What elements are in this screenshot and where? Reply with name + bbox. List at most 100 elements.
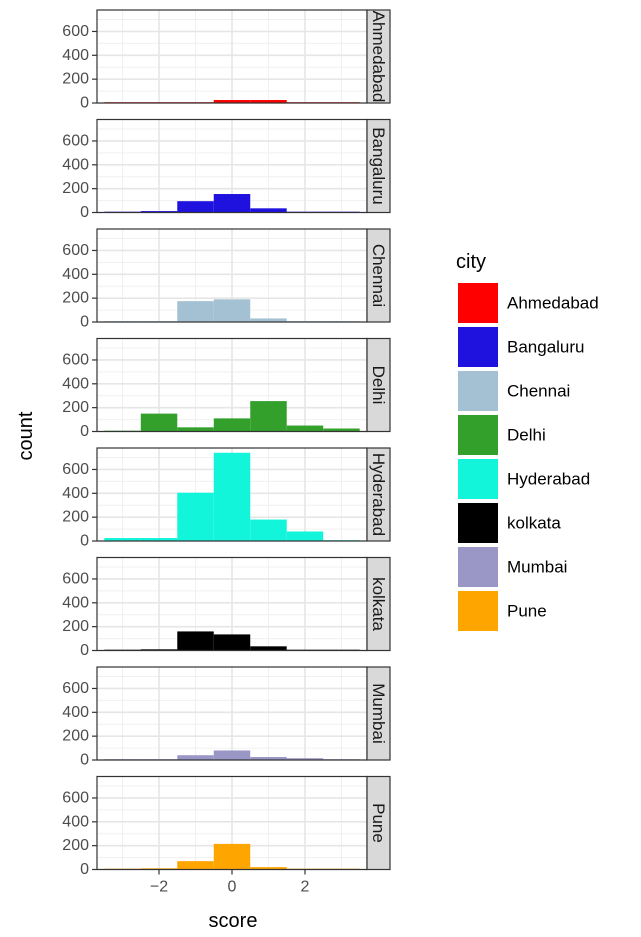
legend-item-ahmedabad: Ahmedabad [458,283,599,323]
legend-swatch [458,591,498,631]
y-tick-label: 200 [62,509,89,526]
facet-panel-chennai: Chennai 0 200 400 600 [62,228,391,331]
histogram-bar [213,418,251,432]
legend-swatch [458,415,498,455]
legend-swatch [458,547,498,587]
facet-strip [366,118,391,214]
legend-label: Chennai [507,382,570,401]
y-tick-label: 600 [62,132,89,149]
y-tick-label: 600 [62,789,89,806]
facet-strip [366,447,391,542]
legend-label: Bangaluru [507,338,585,357]
histogram-bar [250,100,287,103]
legend-title: city [456,251,486,273]
x-tick-label: 0 [228,879,237,896]
histogram-bar [213,750,251,760]
histogram-bar [213,634,251,651]
histogram-bar [213,843,251,870]
histogram-bar [213,100,251,103]
y-tick-label: 400 [62,47,89,64]
histogram-bar [213,299,251,322]
y-tick-label: 0 [80,314,89,331]
y-tick-label: 200 [62,290,89,307]
facet-strip [366,9,391,104]
y-tick-label: 200 [62,618,89,635]
legend-label: Pune [507,602,547,621]
histogram-bar [250,757,287,760]
histogram-bar [250,519,287,541]
histogram-bar [177,492,214,541]
legend-swatch [458,459,498,499]
facet-panel-mumbai: Mumbai 0 200 400 600 [62,666,391,769]
y-tick-label: 0 [80,204,89,221]
legend-label: Delhi [507,426,546,445]
y-tick-label: 400 [62,704,89,721]
y-tick-label: 400 [62,594,89,611]
legend-swatch [458,283,498,323]
y-tick-label: 400 [62,813,89,830]
legend-label: Hyderabad [507,470,590,489]
legend-item-bangaluru: Bangaluru [458,327,585,367]
facet-strip-label: Pune [369,803,388,843]
x-tick-label: −2 [150,879,168,896]
legend-label: Mumbai [507,558,567,577]
histogram-bar [104,538,141,541]
facet-panel-pune: Pune 0 200 400 600 [62,775,391,878]
histogram-bar [250,646,287,651]
histogram-bar [177,201,214,213]
facet-strip [366,556,391,652]
histogram-bar [286,758,324,760]
y-tick-label: 0 [80,95,89,112]
legend-swatch [458,327,498,367]
facet-panel-hyderabad: Hyderabad 0 200 400 600 [62,447,391,550]
y-tick-label: 200 [62,399,89,416]
y-axis-title: count [15,411,37,460]
y-tick-label: 0 [80,423,89,440]
y-tick-label: 0 [80,752,89,769]
legend-swatch [458,371,498,411]
histogram-bar [177,861,214,870]
y-tick-label: 400 [62,375,89,392]
legend-item-hyderabad: Hyderabad [458,459,590,499]
facet-strip-label: Delhi [369,366,388,405]
facet-strip [366,337,391,433]
y-tick-label: 0 [80,533,89,550]
y-tick-label: 600 [62,23,89,40]
histogram-bar [213,194,251,213]
facet-strip [366,666,391,761]
histogram-bar [286,531,324,541]
y-tick-label: 600 [62,351,89,368]
y-tick-label: 600 [62,461,89,478]
y-tick-label: 200 [62,180,89,197]
facet-strip [366,775,391,871]
y-tick-label: 0 [80,642,89,659]
histogram-bar [177,631,214,651]
histogram-bar [177,755,214,760]
facet-strip-label: kolkata [369,577,388,631]
y-tick-label: 600 [62,242,89,259]
facet-panel-ahmedabad: Ahmedabad 0 200 400 600 [62,9,391,112]
x-tick-label: 2 [301,879,310,896]
y-tick-label: 0 [80,861,89,878]
histogram-bar [177,301,214,322]
histogram-bar [250,867,287,870]
y-tick-label: 200 [62,728,89,745]
facet-strip-label: Hyderabad [369,453,388,536]
legend-item-mumbai: Mumbai [458,547,567,587]
x-axis: −2 0 2 [150,869,310,896]
histogram-bar [323,428,360,432]
y-tick-label: 600 [62,680,89,697]
histogram-bar [250,208,287,213]
y-tick-label: 200 [62,837,89,854]
y-tick-label: 400 [62,156,89,173]
facet-panels: Ahmedabad0200400600Bangaluru0200400600Ch… [62,9,391,878]
histogram-bar [177,427,214,432]
facet-strip-label: Bangaluru [369,127,388,205]
histogram-bar [213,452,251,541]
histogram-bar [286,425,324,432]
legend-item-kolkata: kolkata [458,503,561,543]
y-tick-label: 400 [62,266,89,283]
legend-item-chennai: Chennai [458,371,570,411]
facet-strip-label: Chennai [369,244,388,307]
